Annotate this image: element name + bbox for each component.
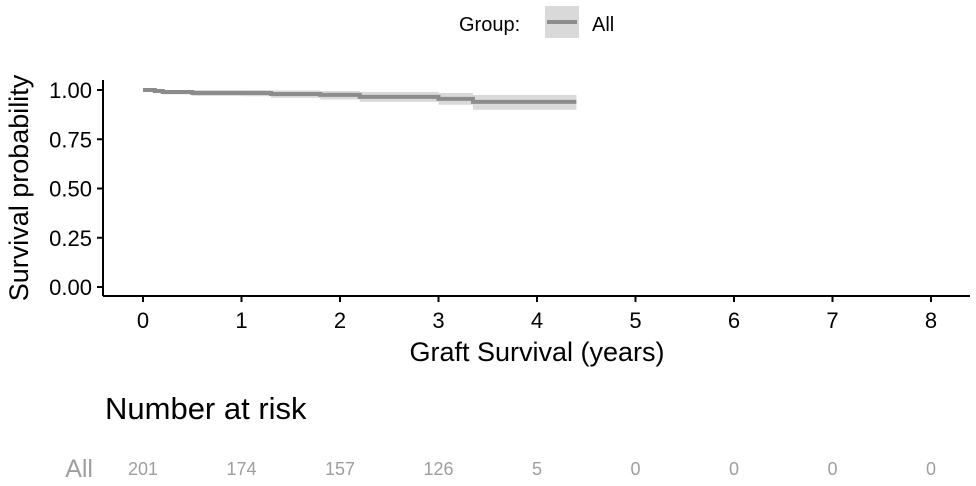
y-axis-label: Survival probability xyxy=(4,74,34,301)
x-tick-label: 5 xyxy=(629,308,641,333)
x-tick-label: 8 xyxy=(925,308,937,333)
x-tick-label: 3 xyxy=(432,308,444,333)
risk-value: 0 xyxy=(926,459,936,479)
y-tick-label: 1.00 xyxy=(49,78,92,103)
x-tick-label: 6 xyxy=(728,308,740,333)
risk-table-row-label: All xyxy=(65,455,93,481)
risk-table-title: Number at risk xyxy=(105,391,307,426)
risk-value: 126 xyxy=(423,459,453,479)
legend-entry-all: All xyxy=(592,14,614,36)
risk-value: 157 xyxy=(325,459,355,479)
risk-value: 5 xyxy=(532,459,542,479)
x-tick-label: 0 xyxy=(137,308,149,333)
risk-value: 201 xyxy=(128,459,158,479)
x-axis-label: Graft Survival (years) xyxy=(409,337,664,367)
risk-values: 201 174 157 126 5 0 0 0 0 xyxy=(128,459,936,479)
x-tick-label: 4 xyxy=(531,308,543,333)
legend: Group: All xyxy=(459,6,614,38)
plot-layer xyxy=(143,88,577,110)
y-ticks: 0.00 0.25 0.50 0.75 1.00 xyxy=(49,78,103,300)
x-tick-label: 2 xyxy=(334,308,346,333)
x-tick-label: 7 xyxy=(826,308,838,333)
x-ticks: 0 1 2 3 4 5 6 7 8 xyxy=(137,296,937,333)
risk-value: 174 xyxy=(226,459,256,479)
y-tick-label: 0.75 xyxy=(49,127,92,152)
survival-curve-0 xyxy=(143,88,577,104)
risk-value: 0 xyxy=(827,459,837,479)
legend-title: Group: xyxy=(459,14,520,36)
y-tick-label: 0.50 xyxy=(49,177,92,202)
x-tick-label: 1 xyxy=(235,308,247,333)
risk-value: 0 xyxy=(729,459,739,479)
risk-value: 0 xyxy=(630,459,640,479)
y-tick-label: 0.00 xyxy=(49,275,92,300)
y-tick-label: 0.25 xyxy=(49,226,92,251)
